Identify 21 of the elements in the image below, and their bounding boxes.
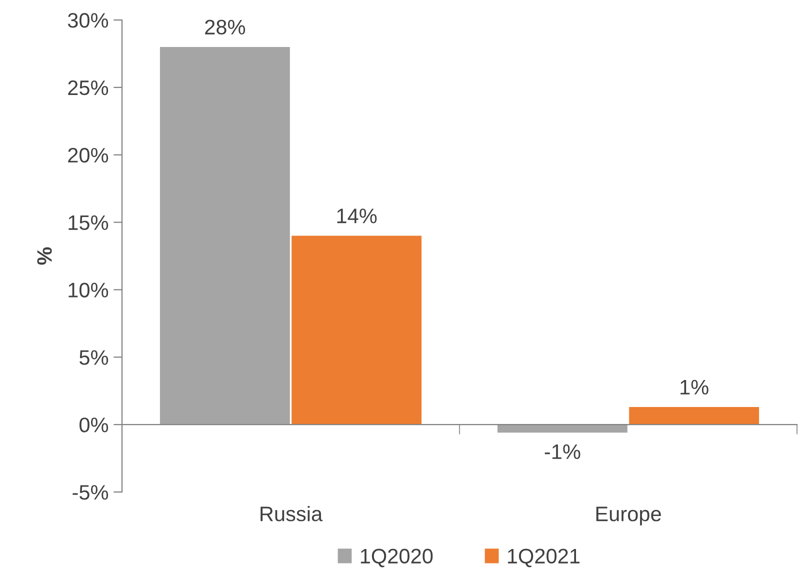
- y-axis-title: %: [37, 247, 52, 265]
- bar: [497, 424, 628, 433]
- x-tick-label: Russia: [260, 506, 323, 522]
- bar: [160, 46, 290, 425]
- data-label: -1%: [544, 444, 580, 459]
- legend-label: 1Q2020: [360, 548, 433, 568]
- bar: [629, 407, 760, 425]
- data-label: 28%: [205, 20, 246, 35]
- y-tick-label: 0%: [80, 418, 108, 432]
- y-tick-label: 20%: [68, 148, 108, 163]
- y-tick-label: -5%: [72, 485, 108, 500]
- y-tick-label: 25%: [68, 80, 108, 96]
- bar: [292, 236, 422, 425]
- data-label: 14%: [337, 208, 377, 224]
- y-tick-label: 5%: [80, 350, 108, 365]
- y-tick-label: 10%: [68, 282, 108, 298]
- y-tick-label: 30%: [68, 13, 108, 28]
- data-label: 1%: [680, 380, 708, 395]
- y-tick-label: 15%: [68, 215, 108, 230]
- x-tick-label: Europe: [596, 506, 661, 526]
- legend-label: 1Q2021: [508, 548, 580, 568]
